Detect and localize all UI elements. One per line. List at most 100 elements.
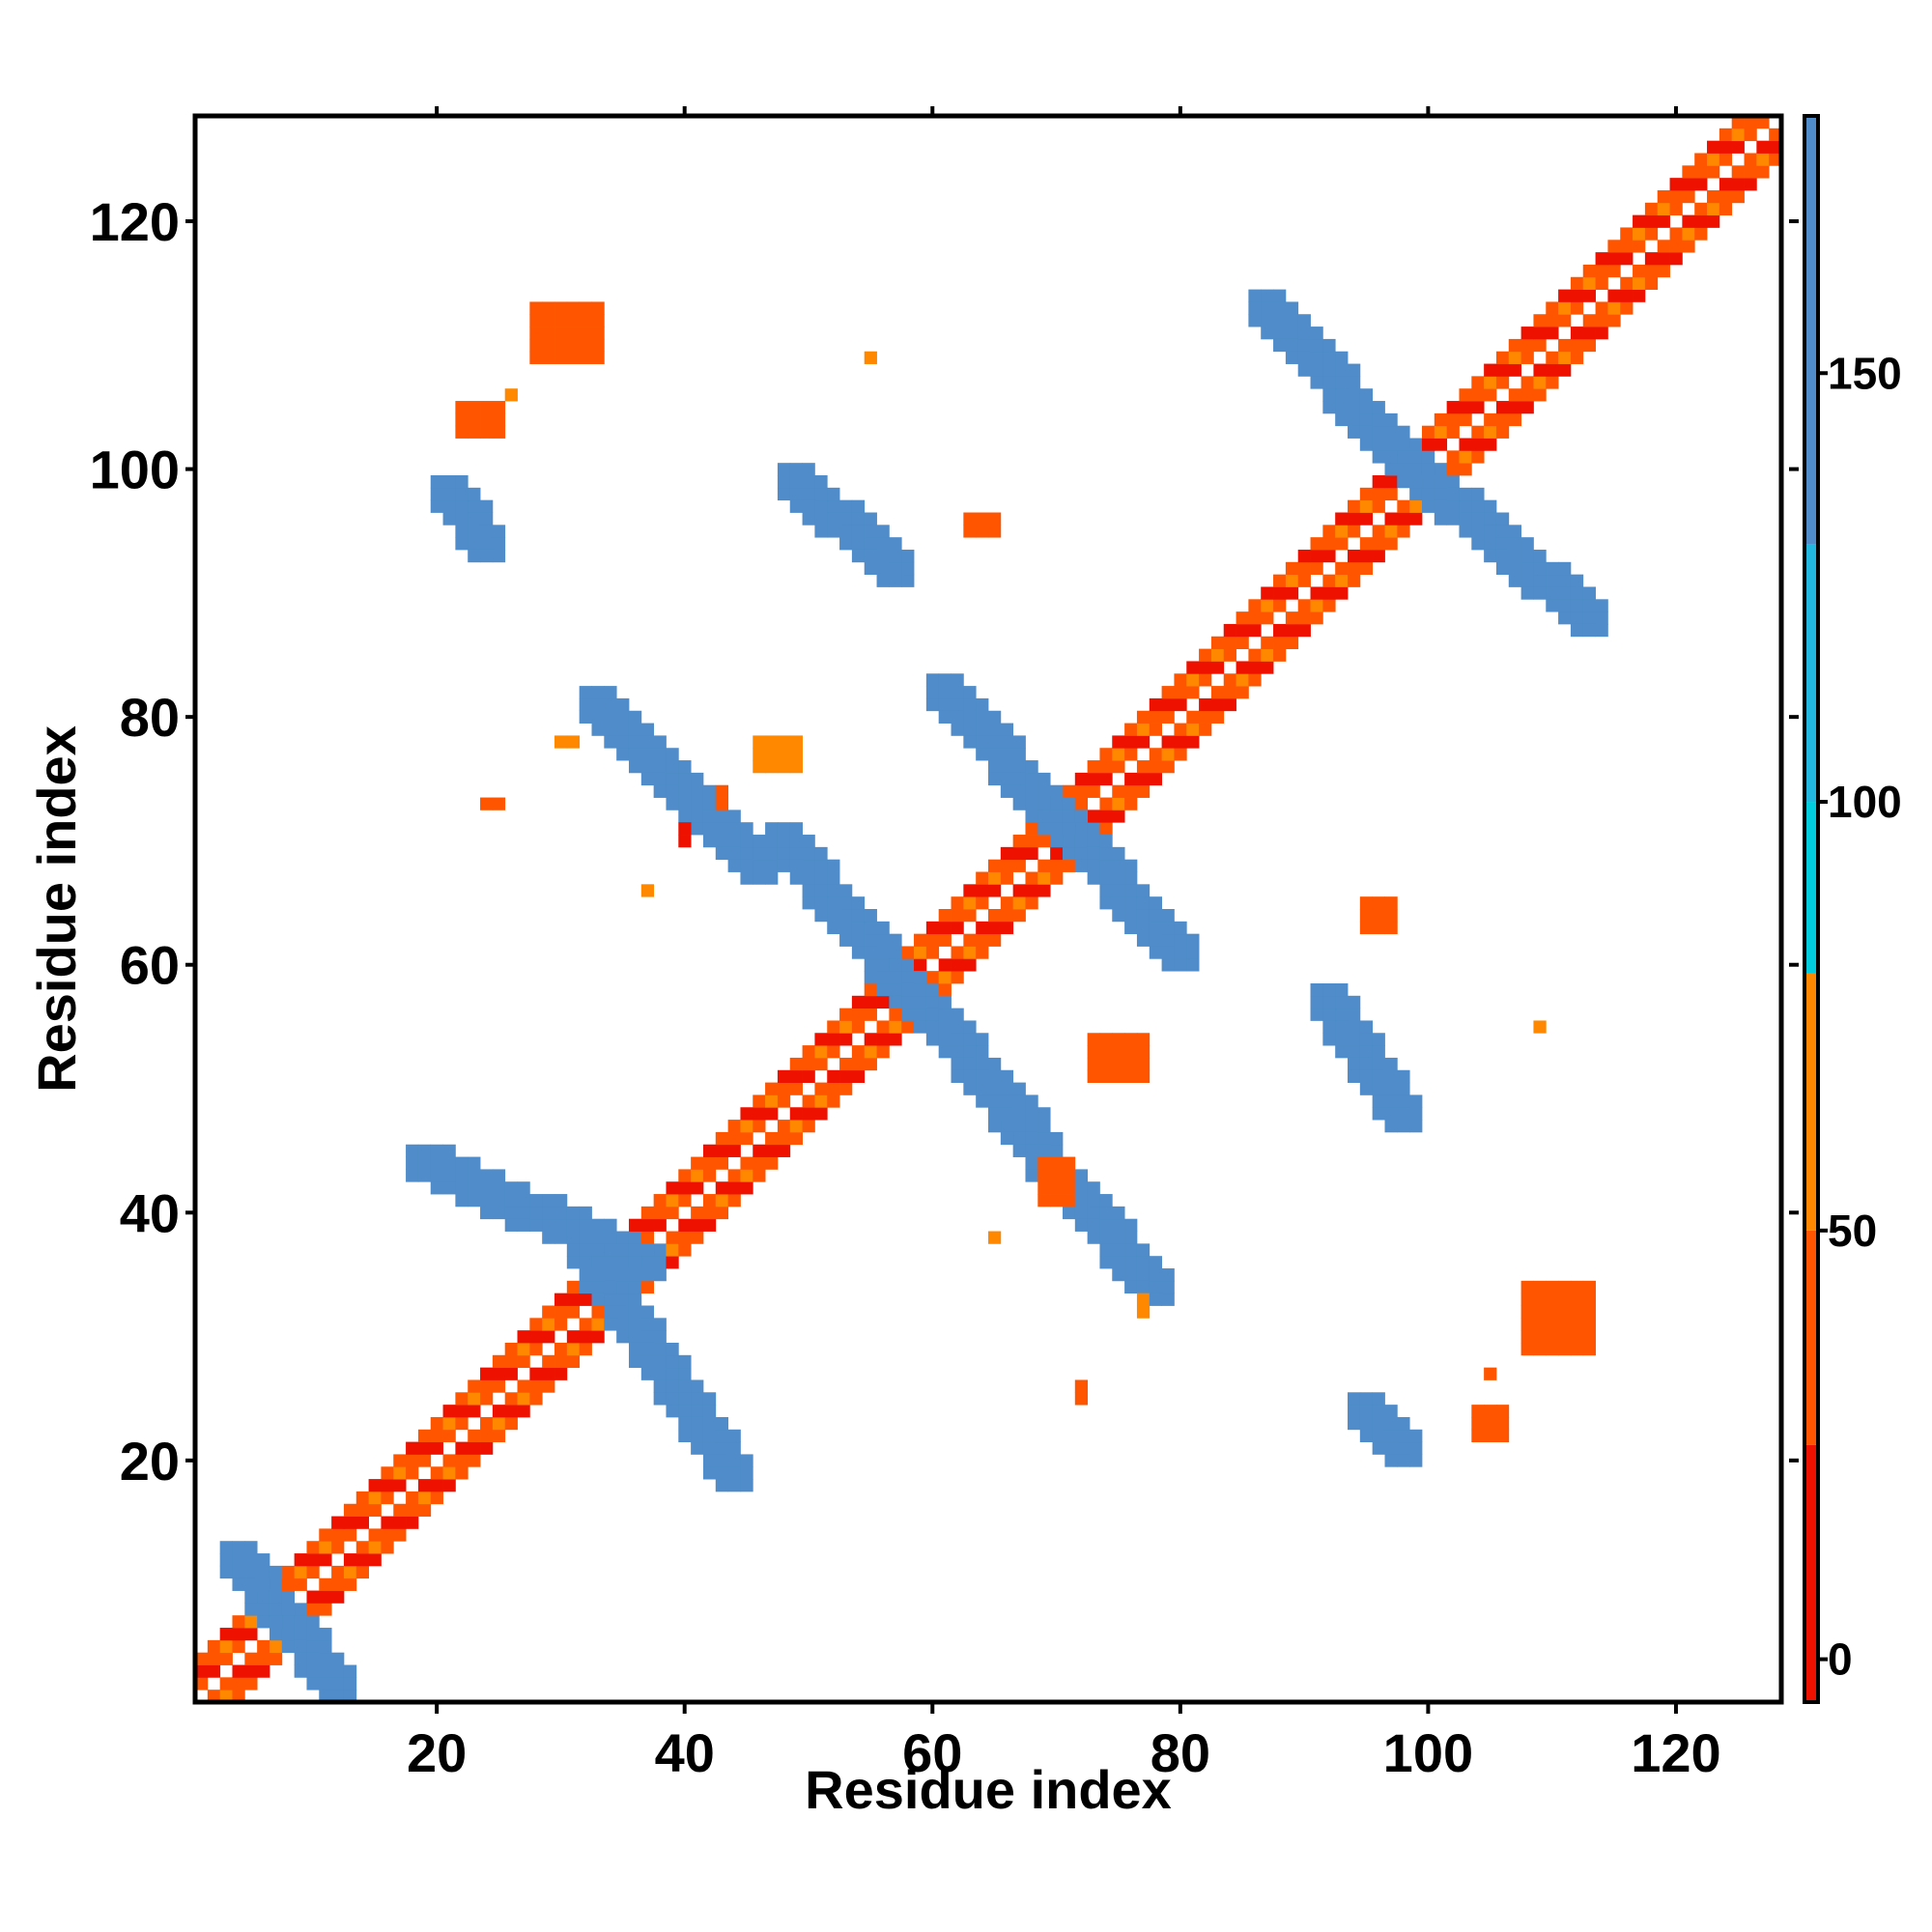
heatmap-cell [1372,1057,1385,1071]
heatmap-cell [727,1441,741,1455]
heatmap-cell [1372,1094,1385,1108]
heatmap-cell [1582,1280,1596,1294]
heatmap-cell [1669,252,1683,266]
heatmap-cell [1210,710,1225,724]
heatmap-cell [1409,438,1423,451]
heatmap-cell [1335,525,1349,538]
heatmap-cell [963,933,977,947]
heatmap-cell [1174,958,1187,972]
heatmap-cell [1459,412,1472,427]
heatmap-cell [566,1293,581,1306]
heatmap-cell [1644,276,1659,290]
heatmap-cell [1074,784,1089,798]
heatmap-cell [1124,909,1138,923]
heatmap-cell [640,1206,655,1220]
heatmap-cell [1112,1231,1125,1244]
heatmap-cell [851,512,866,526]
heatmap-cell [430,1479,443,1492]
heatmap-cell [343,1528,357,1542]
heatmap-cell [281,1565,296,1579]
heatmap-cell [1348,412,1361,427]
heatmap-cell [1285,351,1299,364]
heatmap-cell [1756,153,1770,166]
heatmap-cell [653,1256,667,1269]
heatmap-cell [914,958,927,972]
heatmap-cell [1322,351,1336,364]
heatmap-cell [1000,772,1014,786]
heatmap-cell [1421,425,1435,439]
heatmap-cell [355,1553,369,1567]
heatmap-cell [715,822,729,836]
heatmap-cell [1719,189,1733,204]
heatmap-cell [1348,995,1361,1009]
heatmap-cell [1348,376,1361,389]
heatmap-cell [814,1057,828,1071]
heatmap-cell [1384,525,1398,538]
heatmap-cell [1570,1280,1584,1294]
heatmap-cell [455,475,469,489]
heatmap-cell [468,549,481,563]
heatmap-cell [1582,338,1596,353]
heatmap-cell [640,1218,655,1232]
heatmap-cell [306,1541,320,1554]
heatmap-cell [678,1354,692,1369]
heatmap-cell [1310,338,1323,353]
heatmap-cell [876,1020,890,1034]
heatmap-cell [529,301,543,315]
heatmap-cell [1050,835,1064,848]
heatmap-cell [1261,301,1274,315]
heatmap-cell [1508,401,1522,414]
heatmap-cell [901,574,915,587]
heatmap-cell [889,971,902,984]
heatmap-cell [740,1156,753,1170]
heatmap-cell [715,1194,729,1208]
heatmap-cell [691,784,704,798]
heatmap-cell [492,1379,506,1393]
heatmap-cell [1025,1094,1038,1108]
heatmap-cell [1124,1256,1138,1269]
heatmap-cell [1074,1218,1089,1232]
heatmap-cell [628,760,642,774]
heatmap-cell [628,710,642,724]
heatmap-cell [566,1342,581,1356]
heatmap-cell [406,1454,419,1467]
heatmap-cell [740,1131,753,1146]
heatmap-cell [1136,1305,1151,1319]
heatmap-cell [814,499,828,513]
heatmap-cell [814,512,828,526]
heatmap-cell [765,760,779,774]
heatmap-cell [827,921,840,935]
heatmap-cell [1348,1416,1361,1431]
heatmap-cell [1136,735,1151,749]
heatmap-cell [789,499,803,513]
heatmap-cell [653,1379,667,1393]
heatmap-cell [1546,301,1559,315]
heatmap-cell [802,859,815,872]
heatmap-cell [1471,450,1485,464]
heatmap-cell [1595,252,1608,266]
heatmap-cell [1669,189,1683,204]
heatmap-cell [789,835,803,848]
heatmap-cell [1174,921,1187,935]
heatmap-cell [1124,1033,1138,1046]
heatmap-cell [1322,599,1336,612]
heatmap-cell [579,1268,592,1282]
heatmap-cell [678,1218,692,1232]
heatmap-cell [455,525,469,538]
heatmap-cell [777,748,791,761]
heatmap-cell [542,1305,555,1319]
heatmap-cell [938,673,952,687]
heatmap-cell [455,1441,469,1455]
heatmap-cell [1037,1194,1051,1208]
heatmap-cell [963,958,977,972]
heatmap-cell [876,549,890,563]
heatmap-cell [616,1268,630,1282]
heatmap-cell [1186,661,1200,674]
heatmap-cell [1087,772,1100,786]
heatmap-cell [1322,363,1336,377]
heatmap-cell [988,748,1002,761]
heatmap-cell [1669,202,1683,216]
heatmap-cell [1719,128,1733,142]
heatmap-cell [1273,338,1287,353]
